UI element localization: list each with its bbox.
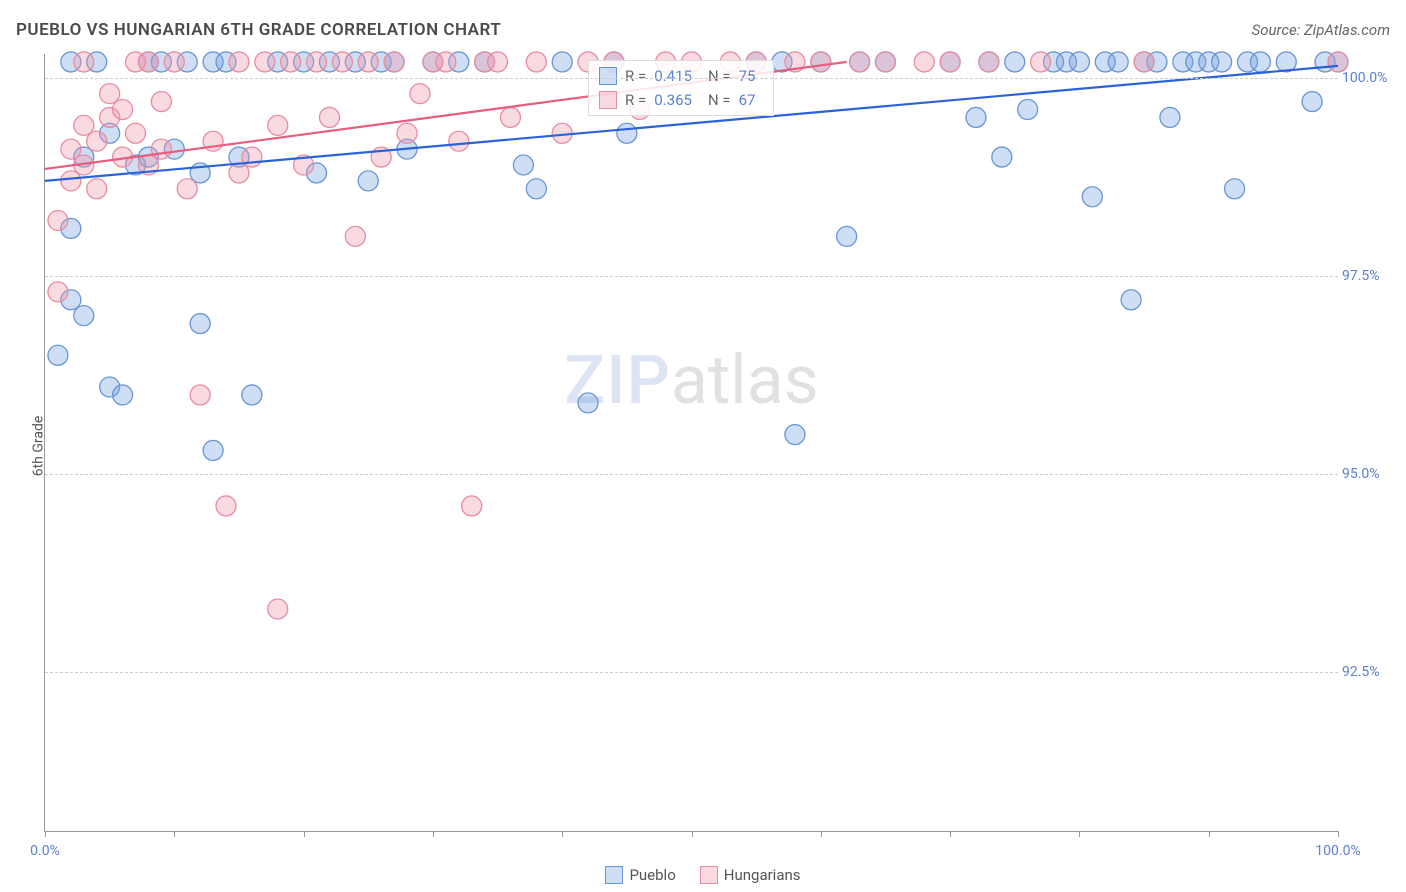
legend-swatch-hungarians — [700, 866, 718, 884]
correlation-legend: R = 0.415 N = 75 R = 0.365 N = 67 — [588, 60, 774, 116]
legend-label-pueblo: Pueblo — [629, 866, 675, 884]
plot-area: ZIPatlas R = 0.415 N = 75 R = 0.365 N = … — [44, 54, 1338, 832]
n-label: N = — [708, 64, 731, 88]
n-value-pueblo: 75 — [739, 64, 756, 88]
chart-header: PUEBLO VS HUNGARIAN 6TH GRADE CORRELATIO… — [16, 20, 1390, 40]
correlation-row-pueblo: R = 0.415 N = 75 — [599, 64, 763, 88]
swatch-pueblo — [599, 67, 617, 85]
n-value-hungarians: 67 — [739, 88, 756, 112]
chart-source: Source: ZipAtlas.com — [1252, 21, 1390, 39]
r-value-pueblo: 0.415 — [654, 64, 692, 88]
n-label: N = — [708, 88, 731, 112]
correlation-row-hungarians: R = 0.365 N = 67 — [599, 88, 763, 112]
r-label: R = — [625, 64, 646, 88]
r-value-hungarians: 0.365 — [654, 88, 692, 112]
r-label: R = — [625, 88, 646, 112]
chart-title: PUEBLO VS HUNGARIAN 6TH GRADE CORRELATIO… — [16, 20, 501, 40]
legend-item-pueblo: Pueblo — [605, 866, 675, 884]
chart-svg — [45, 54, 1338, 831]
legend-bottom: Pueblo Hungarians — [0, 866, 1406, 884]
legend-label-hungarians: Hungarians — [724, 866, 801, 884]
swatch-hungarians — [599, 91, 617, 109]
legend-item-hungarians: Hungarians — [700, 866, 801, 884]
legend-swatch-pueblo — [605, 866, 623, 884]
